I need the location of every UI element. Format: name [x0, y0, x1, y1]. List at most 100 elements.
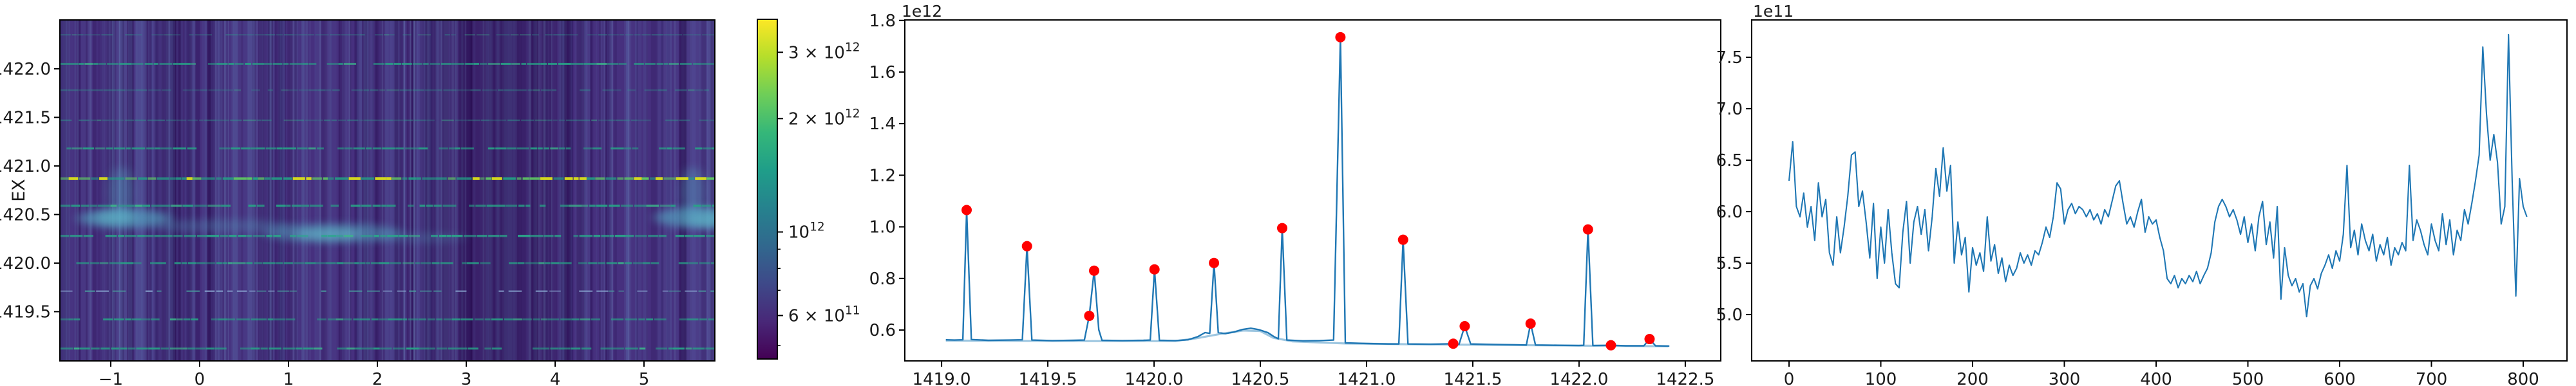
rfi-line-segment [182, 205, 194, 207]
rfi-line-segment [131, 147, 146, 150]
x-tick-label: 3 [461, 370, 472, 386]
rfi-line-segment [451, 318, 461, 321]
rfi-line-segment [522, 318, 532, 321]
noise-stripe [270, 20, 272, 361]
rfi-line-segment [663, 62, 668, 65]
noise-stripe [584, 20, 587, 361]
rfi-line-segment [588, 262, 598, 264]
y-tick-label: 1420.0 [0, 254, 51, 273]
rfi-line-segment [308, 62, 317, 65]
x-tick-label: 0 [1784, 370, 1795, 386]
rfi-line-segment [204, 119, 217, 122]
rfi-line-segment [540, 177, 553, 180]
rfi-line-segment [703, 147, 712, 150]
rfi-line-segment [479, 62, 488, 65]
rfi-line-segment [614, 89, 621, 91]
rfi-line-segment [256, 119, 262, 122]
noise-stripe [174, 20, 182, 361]
noise-stripe [413, 20, 416, 361]
rfi-line-segment [229, 234, 237, 237]
rfi-line-segment [343, 234, 354, 237]
rfi-line-segment [303, 347, 314, 350]
rfi-line-segment [348, 177, 361, 180]
noise-stripe [186, 20, 193, 361]
rfi-line-segment [374, 234, 380, 237]
rfi-line-segment [663, 177, 676, 180]
rfi-line-segment [167, 234, 173, 237]
noise-stripe [470, 20, 473, 361]
rfi-line-segment [419, 347, 430, 350]
rfi-line-segment [422, 177, 435, 180]
y-tick-label: 1421.0 [0, 157, 51, 176]
rfi-line-segment [186, 290, 200, 293]
rfi-line-segment [632, 262, 643, 264]
noise-stripe [427, 20, 429, 361]
rfi-line-segment [96, 290, 109, 293]
emission-blob [294, 228, 363, 240]
rfi-line-segment [80, 205, 90, 207]
rfi-line-segment [579, 290, 593, 293]
rfi-line-segment [160, 347, 169, 350]
rfi-line-segment [571, 62, 584, 65]
rfi-line-segment [202, 177, 215, 180]
rfi-line-segment [443, 89, 457, 91]
rfi-line-segment [96, 119, 102, 122]
rfi-line-segment [608, 119, 615, 122]
noise-stripe [228, 20, 229, 361]
noise-stripe [433, 20, 438, 361]
rfi-line-segment [618, 62, 627, 65]
noise-stripe [425, 20, 428, 361]
rfi-line-segment [308, 147, 316, 150]
rfi-line-segment [136, 347, 148, 350]
rfi-line-segment [423, 62, 429, 65]
noise-stripe [363, 20, 370, 361]
rfi-line-segment [451, 62, 465, 65]
heatmap-y-axis-label: EX [9, 179, 29, 202]
noise-stripe [274, 20, 277, 361]
rfi-line-segment [607, 34, 619, 36]
noise-stripe [451, 20, 453, 361]
rfi-line-segment [371, 318, 379, 321]
noise-stripe [624, 20, 630, 361]
rfi-line-segment [220, 234, 229, 237]
rfi-line-segment [672, 347, 685, 350]
noise-stripe [545, 20, 551, 361]
noise-stripe [252, 20, 257, 361]
rfi-line-segment [401, 62, 412, 65]
rfi-line-segment [99, 177, 108, 180]
noise-stripe [248, 20, 255, 361]
rfi-line-segment [241, 147, 251, 150]
rfi-line-segment [365, 147, 372, 150]
noise-stripe [230, 20, 234, 361]
rfi-line-segment [466, 262, 479, 264]
rfi-line-segment [392, 177, 402, 180]
noise-stripe [207, 20, 211, 361]
rfi-line-segment [488, 234, 500, 237]
rfi-line-segment [446, 234, 451, 237]
noise-stripe [217, 20, 224, 361]
colorbar-bar [757, 19, 778, 360]
rfi-line-segment [504, 318, 513, 321]
rfi-line-segment [654, 318, 667, 321]
noise-stripe [711, 20, 715, 361]
rfi-line-segment [540, 89, 552, 91]
rfi-line-segment [273, 318, 286, 321]
rfi-line-segment [539, 205, 546, 207]
noise-stripe [561, 20, 565, 361]
noise-stripe [576, 20, 582, 361]
rfi-line-segment [176, 119, 187, 122]
rfi-line-segment [476, 34, 489, 36]
rfi-line-segment [658, 234, 667, 237]
rfi-line-segment [281, 89, 289, 91]
heatmap-pixels [60, 20, 715, 361]
noise-stripe [605, 20, 607, 361]
rfi-line-segment [150, 318, 160, 321]
noise-stripe [247, 20, 254, 361]
rfi-line-segment [510, 34, 519, 36]
noise-stripe [435, 20, 439, 361]
rfi-line-segment [379, 347, 392, 350]
rfi-line-segment [618, 262, 624, 264]
noise-stripe [151, 20, 153, 361]
rfi-line-segment [480, 262, 491, 264]
rfi-line-segment [386, 205, 396, 207]
